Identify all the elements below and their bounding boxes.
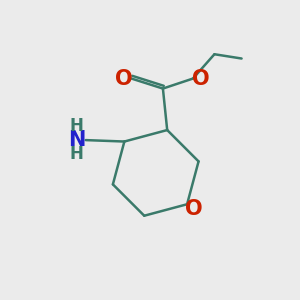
Text: O: O <box>115 69 132 88</box>
Text: H: H <box>70 117 83 135</box>
Text: O: O <box>192 69 210 88</box>
Text: O: O <box>184 199 202 218</box>
Text: N: N <box>68 130 85 150</box>
Text: H: H <box>70 145 83 163</box>
